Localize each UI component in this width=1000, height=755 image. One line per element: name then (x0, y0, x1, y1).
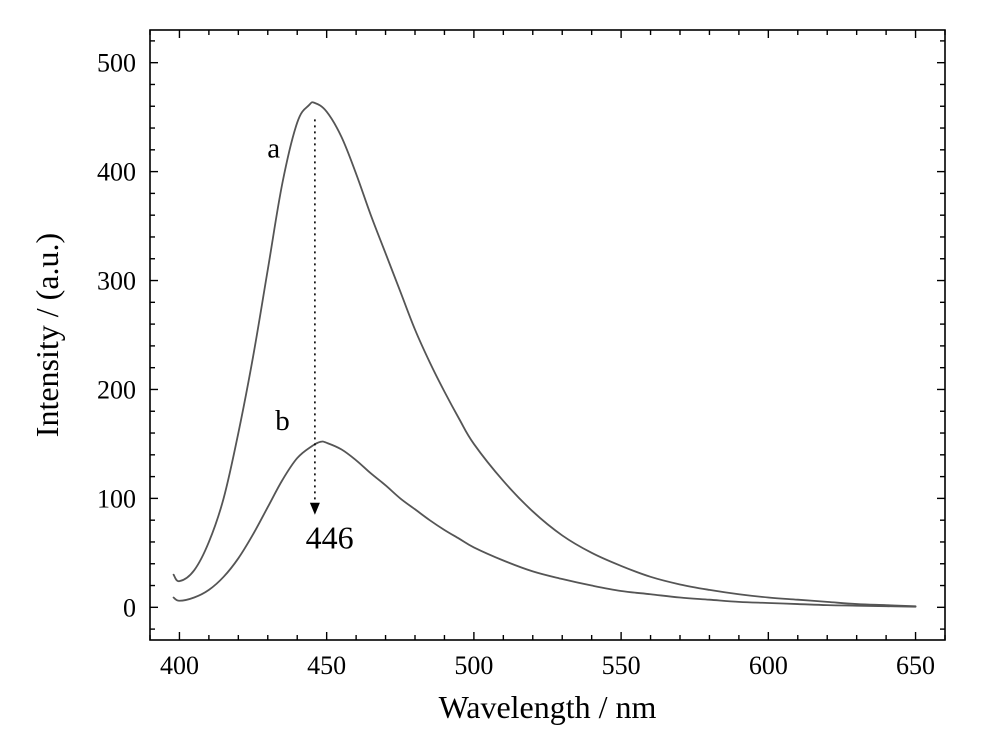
y-axis-tick-labels: 0 100 200 300 400 500 (97, 49, 136, 623)
x-tick-label: 450 (307, 651, 346, 680)
x-axis-tick-labels: 400 450 500 550 600 650 (160, 651, 935, 680)
x-axis-ticks (179, 30, 915, 640)
peak-indicator-arrowhead (310, 503, 320, 515)
series-a (174, 102, 916, 606)
y-tick-label: 300 (97, 267, 136, 296)
fluorescence-spectrum-chart: 400 450 500 550 600 650 0 100 200 300 400 500 a b 44… (0, 0, 1000, 755)
y-tick-label: 100 (97, 484, 136, 513)
annotation-text: 446 (306, 520, 354, 556)
series-lines (174, 102, 916, 607)
annotation-text: b (275, 405, 290, 437)
series-b (174, 441, 916, 606)
x-tick-label: 600 (749, 651, 788, 680)
x-tick-label: 550 (602, 651, 641, 680)
x-tick-label: 400 (160, 651, 199, 680)
y-tick-label: 200 (97, 375, 136, 404)
x-axis-label: Wavelength / nm (439, 689, 657, 725)
annotations: a b 446 (267, 119, 353, 555)
y-tick-label: 500 (97, 49, 136, 78)
plot-box (150, 30, 945, 640)
y-tick-label: 400 (97, 158, 136, 187)
figure-container: { "figure": { "width_px": 1000, "height_… (0, 0, 1000, 755)
x-tick-label: 650 (896, 651, 935, 680)
x-axis-minor-ticks (150, 30, 945, 640)
x-tick-label: 500 (454, 651, 493, 680)
y-axis-label: Intensity / (a.u.) (29, 233, 65, 437)
annotation-text: a (267, 132, 280, 164)
y-axis-minor-ticks (150, 41, 945, 629)
y-tick-label: 0 (123, 593, 136, 622)
